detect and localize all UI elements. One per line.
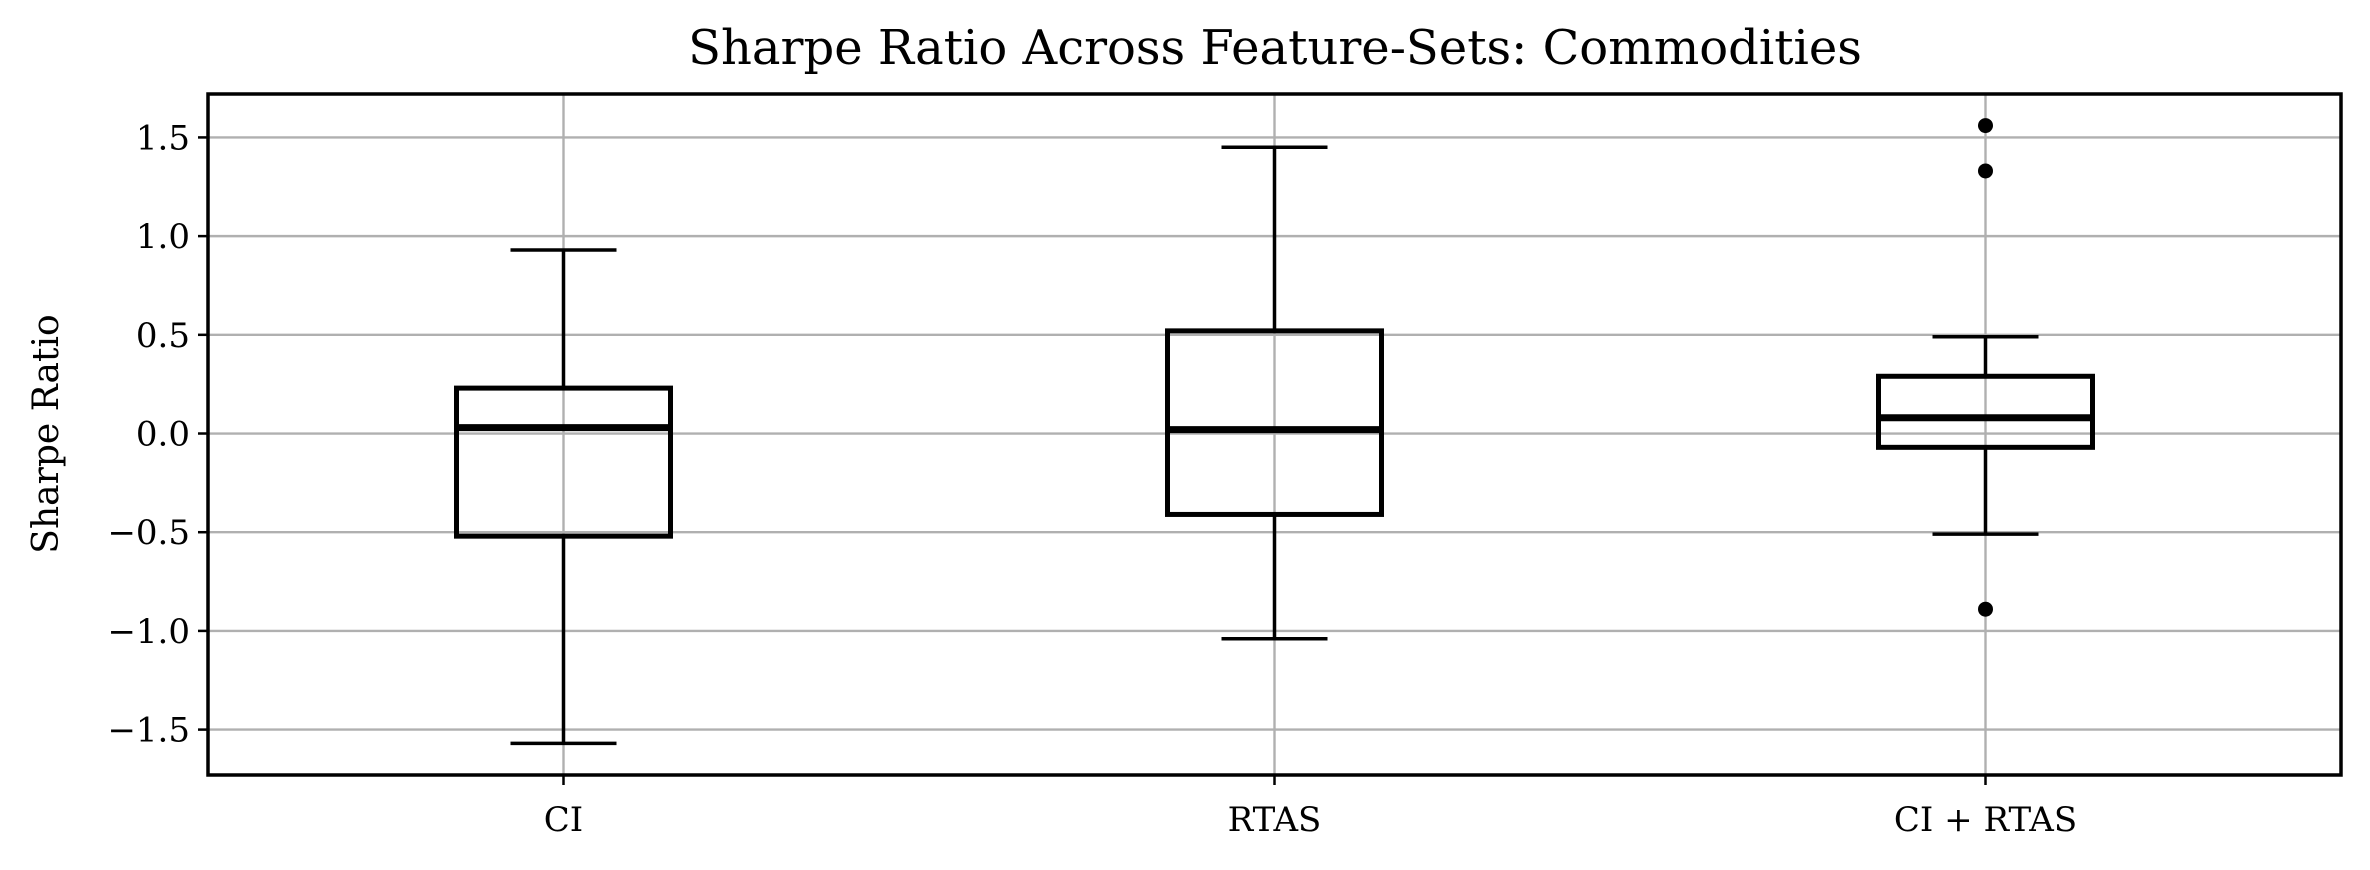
axis-ticks: 1.5 1.0 0.5 0.0 −0.5 −1.0 −1.5 CI RTAS CI + RTAS: [107, 118, 2077, 840]
box-series: [454, 118, 2095, 746]
y-tick-label: −0.5: [107, 513, 190, 553]
y-axis-label: Sharpe Ratio: [26, 314, 67, 553]
iqr-box: [1165, 328, 1384, 517]
y-tick-label: 1.0: [136, 217, 190, 257]
y-tick-label: −1.0: [107, 612, 190, 652]
box-group: [454, 248, 673, 746]
y-tick-label: 1.5: [136, 118, 190, 158]
box-group: [1876, 118, 2095, 617]
y-tick-label: 0.5: [136, 316, 190, 356]
x-tick-label: CI: [544, 800, 583, 840]
y-tick-label: 0.0: [136, 415, 190, 455]
x-tick-label: CI + RTAS: [1894, 800, 2077, 840]
y-tick-label: −1.5: [107, 711, 190, 751]
plot-area-frame: [206, 92, 2343, 777]
outlier-point: [1978, 163, 1993, 179]
x-tick-label: RTAS: [1228, 800, 1322, 840]
iqr-box: [1876, 373, 2095, 450]
chart-title: Sharpe Ratio Across Feature-Sets: Commod…: [688, 20, 1862, 76]
iqr-box: [454, 385, 673, 539]
box-group: [1165, 145, 1384, 641]
outlier-point: [1978, 118, 1993, 134]
outlier-point: [1978, 601, 1993, 617]
